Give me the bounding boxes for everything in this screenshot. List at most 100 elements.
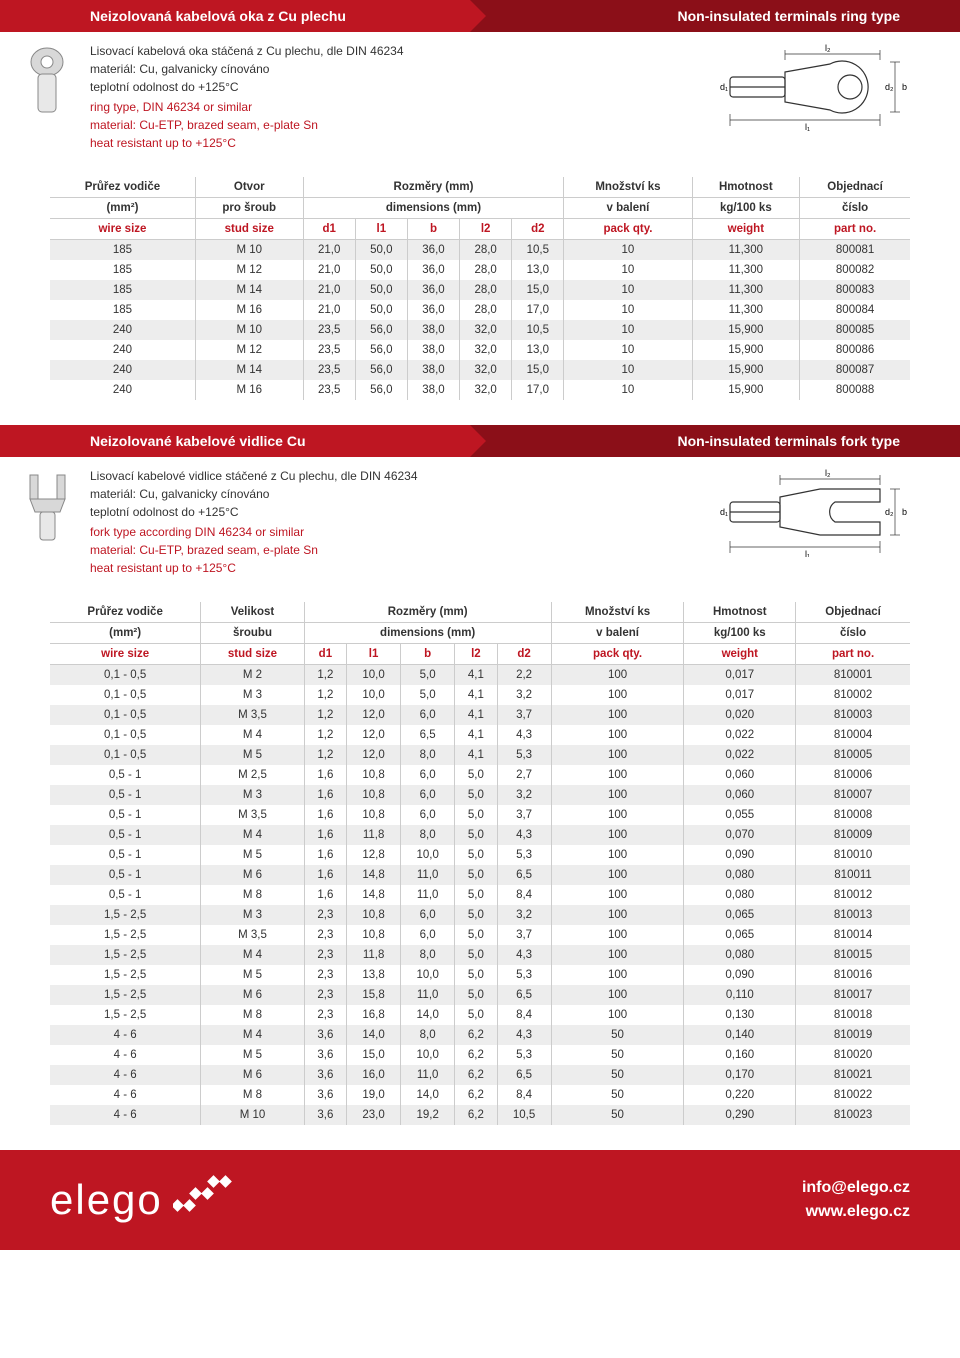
section1-thead: Průřez vodiče Otvor Rozměry (mm) Množstv…	[50, 177, 910, 240]
table-cell: 15,0	[347, 1045, 401, 1065]
table-cell: 810005	[796, 745, 910, 765]
table-cell: 800086	[800, 340, 910, 360]
table-cell: 21,0	[303, 240, 355, 261]
table-cell: 1,5 - 2,5	[50, 965, 201, 985]
table-cell: 10	[564, 240, 692, 261]
table-row: 185M 1421,050,036,028,015,01011,30080008…	[50, 280, 910, 300]
table-row: 4 - 6M 83,619,014,06,28,4500,220810022	[50, 1085, 910, 1105]
th: weight	[692, 219, 800, 240]
th: d2	[497, 644, 551, 665]
table-cell: 0,022	[684, 745, 796, 765]
table-cell: 0,5 - 1	[50, 825, 201, 845]
table-cell: 800084	[800, 300, 910, 320]
table-cell: 0,5 - 1	[50, 785, 201, 805]
table-cell: 23,5	[303, 320, 355, 340]
table-cell: 0,170	[684, 1065, 796, 1085]
section2-title-cz: Neizolované kabelové vidlice Cu	[0, 425, 470, 457]
table-cell: 10,0	[347, 685, 401, 705]
table-cell: 15,0	[512, 280, 564, 300]
table-cell: 5,3	[497, 1045, 551, 1065]
table-cell: 185	[50, 280, 195, 300]
table-cell: 4,3	[497, 725, 551, 745]
table-row: 240M 1623,556,038,032,017,01015,90080008…	[50, 380, 910, 400]
table-cell: M 6	[201, 985, 304, 1005]
table-cell: 23,5	[303, 340, 355, 360]
table-cell: 810021	[796, 1065, 910, 1085]
table-cell: 0,060	[684, 785, 796, 805]
table-cell: 800083	[800, 280, 910, 300]
table-cell: 38,0	[407, 340, 459, 360]
table-row: 240M 1223,556,038,032,013,01015,90080008…	[50, 340, 910, 360]
table-cell: 13,0	[512, 340, 564, 360]
table-cell: 32,0	[460, 380, 512, 400]
table-cell: 12,8	[347, 845, 401, 865]
table-cell: 0,022	[684, 725, 796, 745]
table-cell: 0,090	[684, 965, 796, 985]
table-row: 4 - 6M 43,614,08,06,24,3500,140810019	[50, 1025, 910, 1045]
th: pack qty.	[551, 644, 684, 665]
table-cell: 100	[551, 665, 684, 686]
svg-text:l₂: l₂	[825, 43, 831, 53]
table-cell: 28,0	[460, 280, 512, 300]
table-cell: 19,2	[401, 1105, 455, 1125]
table-cell: 0,5 - 1	[50, 885, 201, 905]
table-cell: 14,0	[401, 1005, 455, 1025]
table-cell: 15,8	[347, 985, 401, 1005]
svg-text:d₁: d₁	[720, 507, 728, 517]
table-cell: 50	[551, 1105, 684, 1125]
svg-text:l₂: l₂	[825, 468, 831, 478]
table-cell: 17,0	[512, 380, 564, 400]
table-cell: 810009	[796, 825, 910, 845]
th: v balení	[564, 198, 692, 219]
table-cell: 8,4	[497, 1085, 551, 1105]
table-cell: 0,5 - 1	[50, 865, 201, 885]
table-cell: 21,0	[303, 260, 355, 280]
svg-text:l₁: l₁	[805, 549, 810, 557]
table-cell: 1,6	[304, 825, 346, 845]
th: pro šroub	[195, 198, 303, 219]
table-cell: 1,5 - 2,5	[50, 945, 201, 965]
th: wire size	[50, 219, 195, 240]
table-cell: 4 - 6	[50, 1085, 201, 1105]
table-cell: 1,6	[304, 785, 346, 805]
table-cell: 0,140	[684, 1025, 796, 1045]
table-cell: 2,3	[304, 985, 346, 1005]
section1-desc-cz: Lisovací kabelová oka stáčená z Cu plech…	[90, 42, 705, 96]
table-cell: 15,900	[692, 360, 800, 380]
table-cell: M 6	[201, 865, 304, 885]
table-cell: 5,0	[455, 965, 497, 985]
table-cell: 100	[551, 965, 684, 985]
table-cell: 11,0	[401, 1065, 455, 1085]
th: Množství ks	[564, 177, 692, 198]
table-cell: 5,0	[455, 785, 497, 805]
table-cell: 11,8	[347, 945, 401, 965]
th: b	[407, 219, 459, 240]
section1-table: Průřez vodiče Otvor Rozměry (mm) Množstv…	[50, 177, 910, 400]
table-row: 1,5 - 2,5M 52,313,810,05,05,31000,090810…	[50, 965, 910, 985]
section1-description: Lisovací kabelová oka stáčená z Cu plech…	[90, 42, 705, 152]
table-cell: 810023	[796, 1105, 910, 1125]
table-cell: 100	[551, 905, 684, 925]
table-cell: 100	[551, 785, 684, 805]
table-cell: 100	[551, 1005, 684, 1025]
table-cell: 4,3	[497, 1025, 551, 1045]
th: stud size	[201, 644, 304, 665]
table-cell: 10,5	[512, 240, 564, 261]
table-cell: 810015	[796, 945, 910, 965]
table-cell: 10,0	[401, 845, 455, 865]
table-cell: M 3	[201, 685, 304, 705]
table-cell: 3,7	[497, 805, 551, 825]
section1-title-cz: Neizolovaná kabelová oka z Cu plechu	[0, 0, 470, 32]
section2-table: Průřez vodiče Velikost Rozměry (mm) Množ…	[50, 602, 910, 1125]
table-cell: 5,0	[401, 685, 455, 705]
table-cell: 0,1 - 0,5	[50, 705, 201, 725]
footer-logo: elego	[50, 1175, 243, 1225]
table-cell: 10	[564, 260, 692, 280]
table-cell: 38,0	[407, 380, 459, 400]
table-row: 0,5 - 1M 2,51,610,86,05,02,71000,0608100…	[50, 765, 910, 785]
table-cell: 0,1 - 0,5	[50, 745, 201, 765]
table-cell: 36,0	[407, 260, 459, 280]
table-cell: 4,1	[455, 705, 497, 725]
table-cell: 100	[551, 765, 684, 785]
th: d1	[304, 644, 346, 665]
